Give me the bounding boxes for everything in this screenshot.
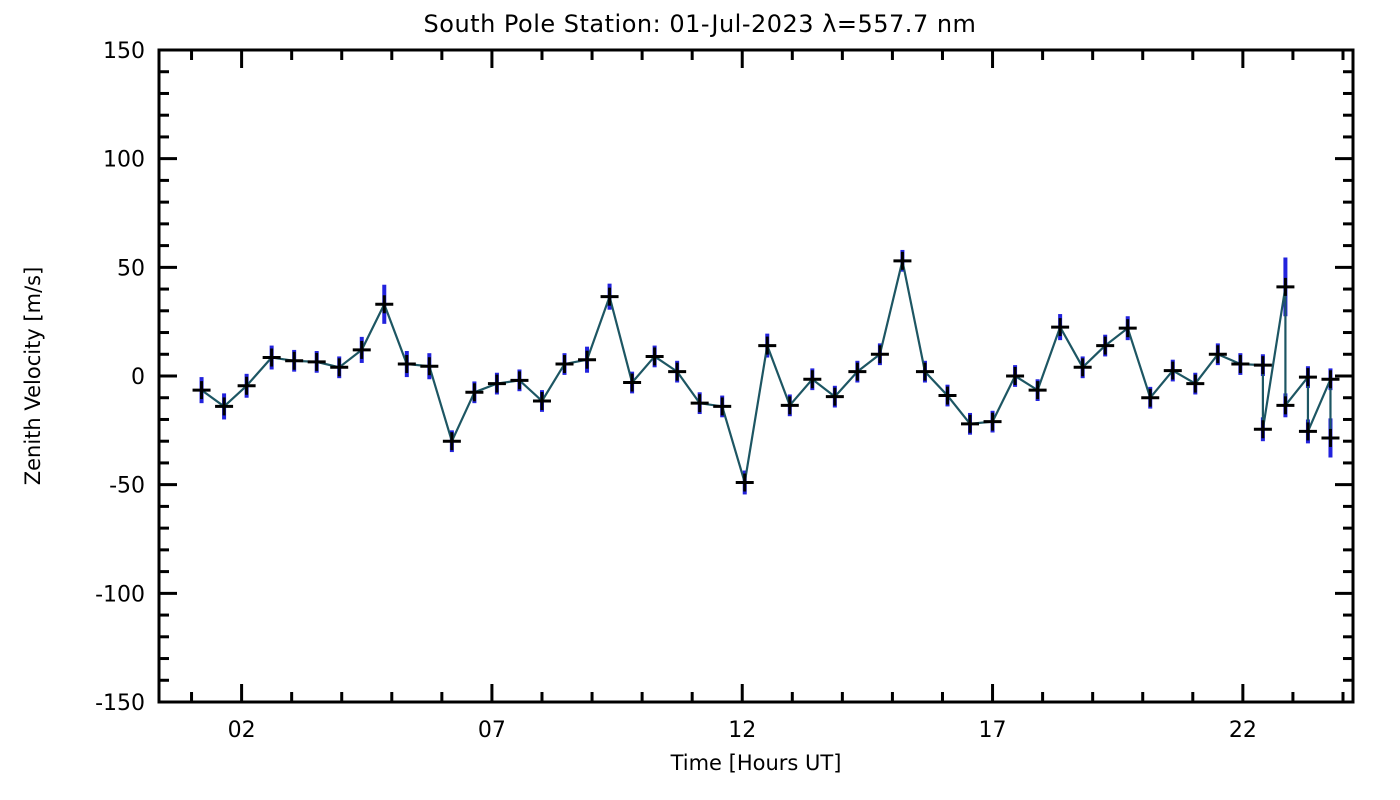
data-point-marker <box>780 396 799 415</box>
data-point-marker <box>600 287 619 306</box>
data-point-marker <box>510 371 529 390</box>
data-point-marker <box>330 358 349 377</box>
data-point-marker <box>1298 368 1317 387</box>
data-point-marker <box>1073 358 1092 377</box>
data-point-marker <box>352 340 371 359</box>
x-tick-label: 22 <box>1229 718 1257 743</box>
data-point-marker <box>1253 356 1272 375</box>
data-point-marker <box>803 370 822 389</box>
x-tick-label: 12 <box>728 718 756 743</box>
data-point-marker <box>1276 396 1295 415</box>
y-tick-label: 100 <box>103 148 145 173</box>
data-point-marker <box>420 357 439 376</box>
y-tick-label: 0 <box>131 365 145 390</box>
data-point-marker <box>961 414 980 433</box>
data-point-marker <box>893 251 912 270</box>
data-point-marker <box>983 412 1002 431</box>
data-point-marker <box>735 473 754 492</box>
data-point-marker <box>375 295 394 314</box>
data-point-marker <box>668 362 687 381</box>
data-point-marker <box>1051 318 1070 337</box>
y-tick-label: 50 <box>117 256 145 281</box>
data-point-marker <box>1186 374 1205 393</box>
data-point-marker <box>262 348 281 367</box>
y-tick-label: 150 <box>103 39 145 64</box>
data-point-marker <box>915 362 934 381</box>
y-tick-label: -100 <box>95 582 145 607</box>
plot-box <box>157 48 1355 704</box>
data-point-marker <box>1163 361 1182 380</box>
x-axis-ticks: 02 07 12 17 22 <box>190 50 1345 743</box>
data-point-marker <box>285 351 304 370</box>
data-point-marker <box>1231 355 1250 374</box>
data-point-marker <box>465 383 484 402</box>
data-point-marker <box>1006 367 1025 385</box>
x-axis-label: Time [Hours UT] <box>670 751 842 775</box>
data-point-marker <box>1298 422 1317 441</box>
y-axis-ticks: 150 100 50 0 -50 -100 -150 <box>95 39 1353 716</box>
data-point-marker <box>215 397 234 416</box>
data-point-marker <box>237 376 256 395</box>
data-point-marker <box>690 394 709 413</box>
data-point-marker <box>1141 388 1160 407</box>
plot-frame <box>157 48 1355 704</box>
data-point-marker <box>1028 381 1047 400</box>
data-point-marker <box>532 391 551 410</box>
data-point-marker <box>1276 277 1295 296</box>
data-point-marker <box>1096 336 1115 355</box>
data-point-marker <box>713 397 732 416</box>
data-point-marker <box>758 336 777 355</box>
data-point-marker <box>623 373 642 392</box>
data-point-marker <box>1253 420 1272 439</box>
x-tick-label: 02 <box>228 718 256 743</box>
y-tick-label: -50 <box>109 474 145 499</box>
data-point-marker <box>442 432 461 451</box>
x-tick-label: 07 <box>478 718 506 743</box>
y-axis-label: Zenith Velocity [m/s] <box>21 267 45 486</box>
y-tick-label: -150 <box>95 691 145 716</box>
data-markers <box>192 251 1340 492</box>
data-point-marker <box>1321 428 1340 447</box>
data-point-marker <box>487 374 506 393</box>
data-point-marker <box>645 347 664 366</box>
data-point-marker <box>307 352 326 371</box>
data-point-marker <box>938 386 957 405</box>
data-point-marker <box>825 387 844 406</box>
data-point-marker <box>1208 345 1227 364</box>
data-point-marker <box>397 355 416 374</box>
chart-title: South Pole Station: 01-Jul-2023 λ=557.7 … <box>424 10 977 38</box>
data-point-marker <box>192 381 211 400</box>
data-point-marker <box>578 350 597 369</box>
data-point-marker <box>870 345 889 364</box>
data-point-marker <box>555 355 574 374</box>
data-point-marker <box>1118 319 1137 338</box>
data-point-marker <box>848 362 867 381</box>
data-point-marker <box>1321 370 1340 389</box>
x-tick-label: 17 <box>979 718 1007 743</box>
